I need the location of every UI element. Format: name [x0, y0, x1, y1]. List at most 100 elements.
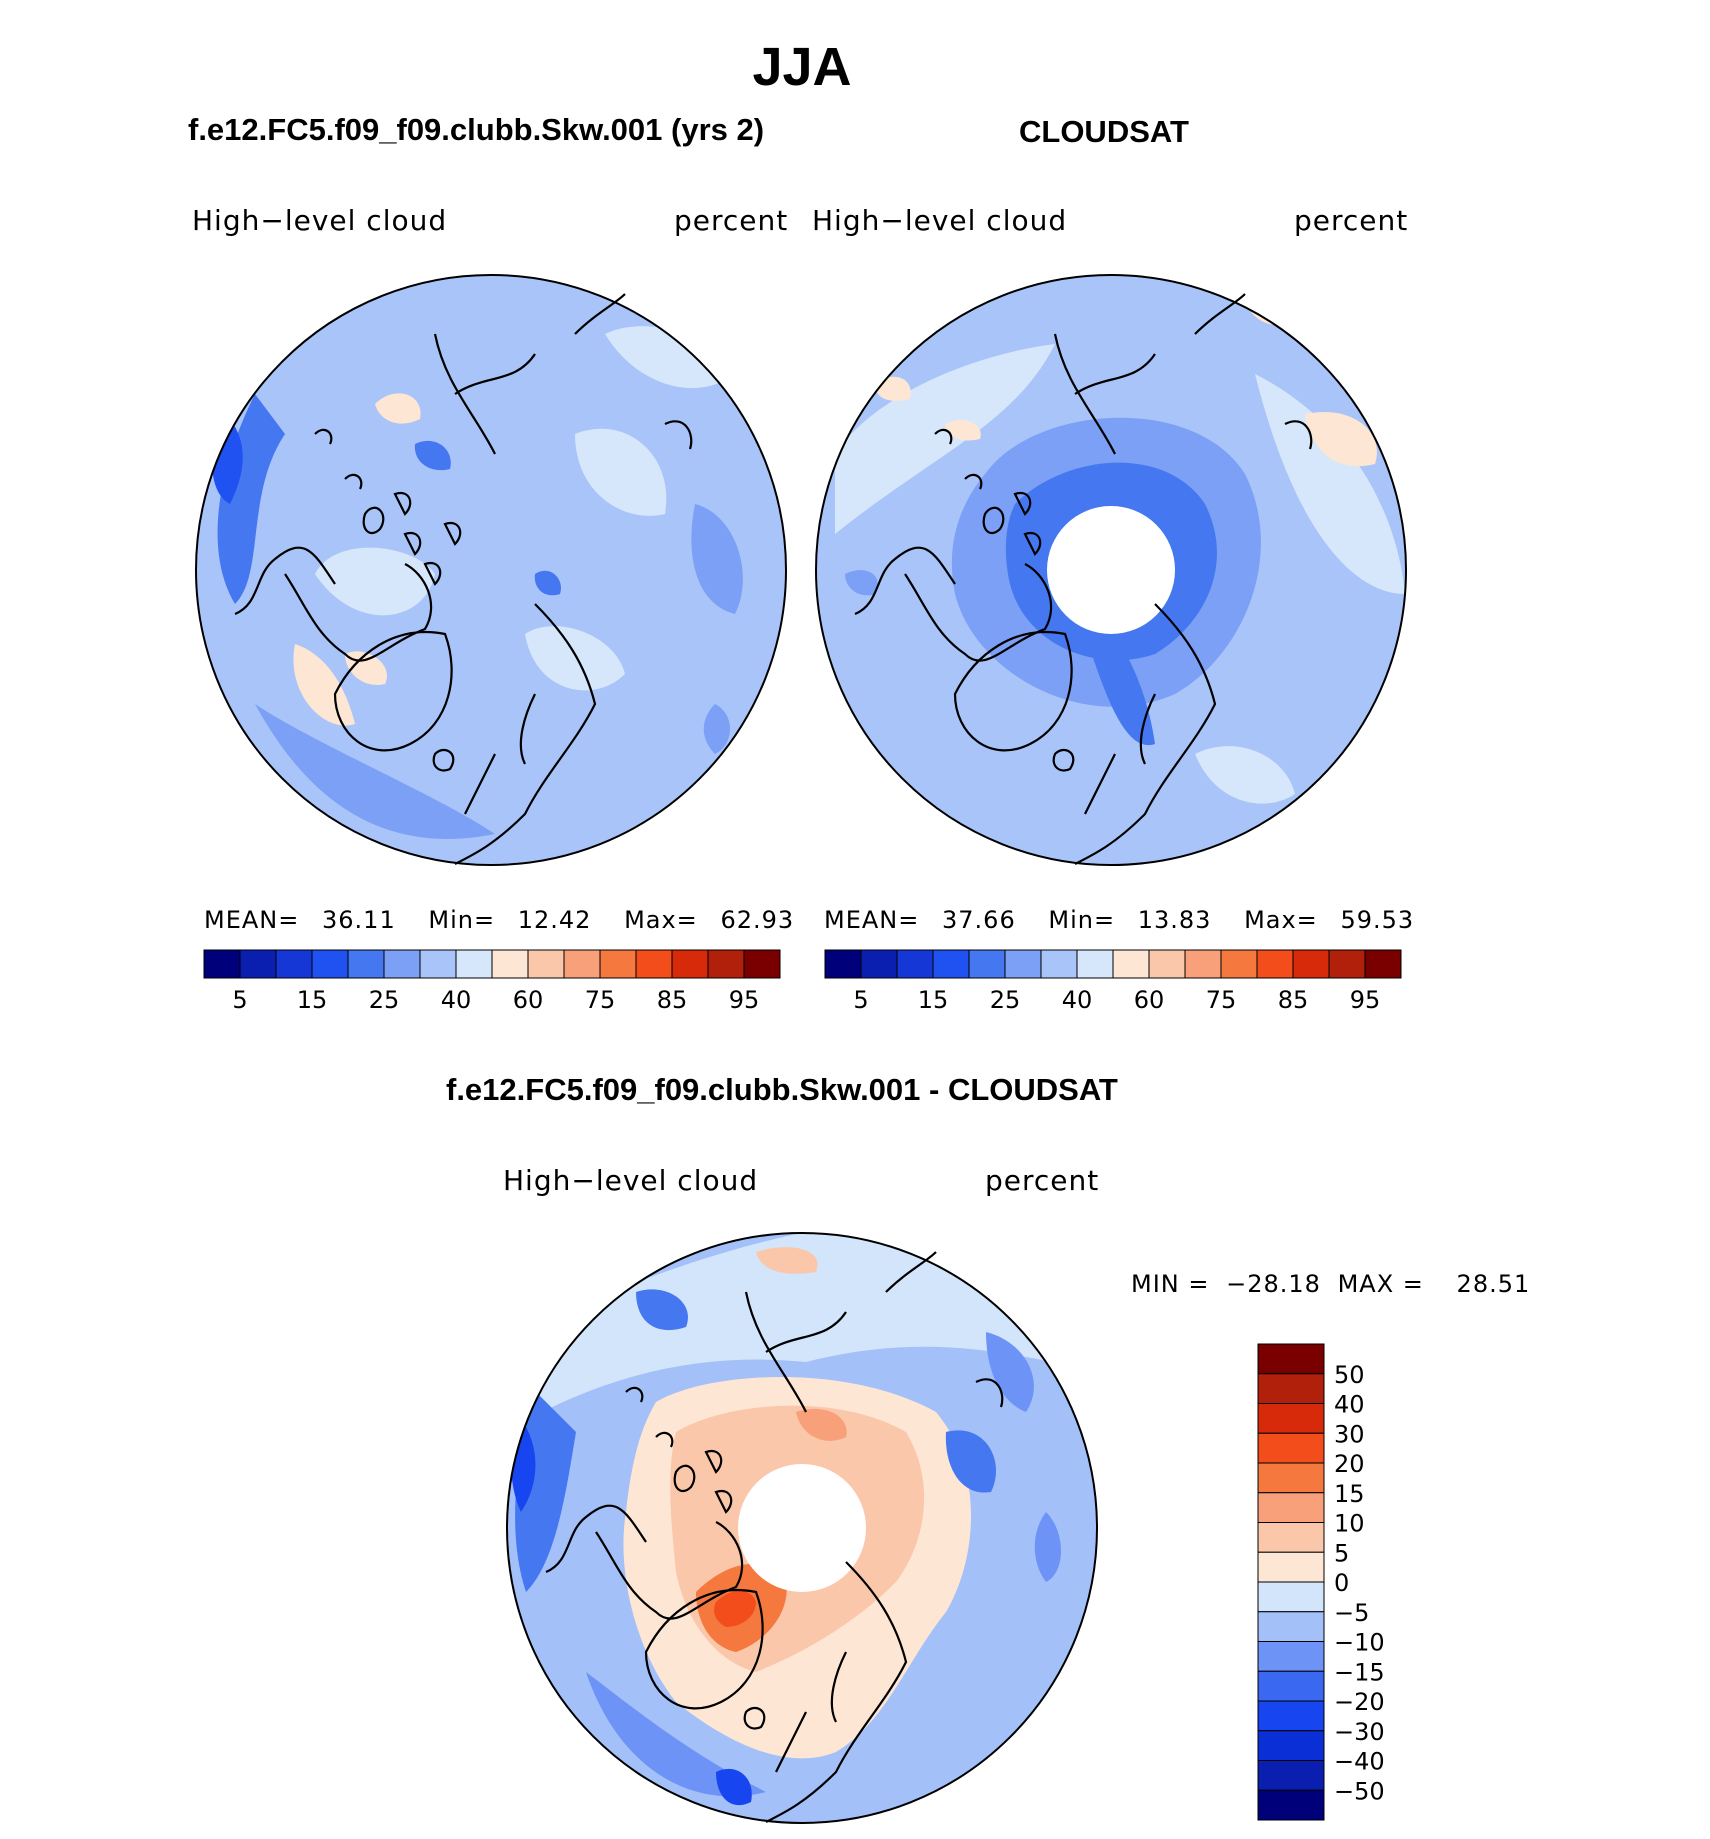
diff-colorbar-tick-label: 10	[1334, 1510, 1365, 1538]
model-cloud-map	[195, 274, 787, 866]
panel2-mean-value: 37.66	[942, 906, 1016, 934]
panel2-colorbar-tick-label: 5	[853, 986, 868, 1014]
panel2-colorbar-swatch	[1220, 949, 1258, 979]
panel1-colorbar-swatch	[563, 949, 601, 979]
panel1-min-value: 12.42	[517, 906, 592, 934]
panel1-colorbar-swatch	[239, 949, 277, 979]
panel2-colorbar-tick-label: 95	[1350, 986, 1381, 1014]
panel1-colorbar-tick-label: 15	[297, 986, 328, 1014]
diff-colorbar-tick-label: 30	[1334, 1420, 1365, 1448]
panel1-units-label: percent	[674, 204, 789, 237]
diff-colorbar-tick-label: −20	[1334, 1688, 1385, 1716]
panel1-colorbar: 5 15 25 40 60 75 85 95	[203, 949, 781, 1014]
diff-min-value: −28.18	[1226, 1270, 1321, 1298]
panel2-colorbar-swatch	[932, 949, 970, 979]
panel1-colorbar-tick-label: 5	[232, 986, 247, 1014]
panel1-colorbar-swatch	[455, 949, 493, 979]
diff-colorbar-swatch	[1257, 1522, 1325, 1553]
diff-colorbar-swatch	[1257, 1551, 1325, 1583]
panel2-variable-label: High−level cloud	[812, 204, 1068, 237]
panel1-colorbar-tick-label: 95	[729, 986, 760, 1014]
diff-colorbar-tick-label: −15	[1334, 1658, 1385, 1686]
diff-colorbar-swatch	[1257, 1730, 1325, 1761]
panel1-colorbar-swatch	[311, 949, 349, 979]
panel2-colorbar-tick-label: 40	[1062, 986, 1093, 1014]
panel2-max-value: 59.53	[1340, 906, 1415, 934]
diff-colorbar-tick-label: 0	[1334, 1569, 1349, 1597]
diff-colorbar-tick-label: −50	[1334, 1777, 1385, 1805]
panel1-colorbar-swatch	[491, 949, 529, 979]
diff-colorbar-swatch	[1257, 1760, 1325, 1791]
panel1-colorbar-swatch	[419, 949, 457, 979]
panel2-colorbar-tick-label: 25	[990, 986, 1021, 1014]
cloudsat-cloud-map	[815, 274, 1407, 866]
diff-max-value: 28.51	[1456, 1270, 1531, 1298]
panel1-max-value: 62.93	[720, 906, 795, 934]
panel1-colorbar-tick-label: 85	[657, 986, 688, 1014]
diff-colorbar-swatch	[1257, 1432, 1325, 1464]
diff-colorbar-tick-label: −10	[1334, 1629, 1385, 1657]
diff-colorbar-swatch	[1257, 1403, 1325, 1434]
panel2-colorbar-swatch	[968, 949, 1006, 979]
panel1-colorbar-tick-label: 40	[441, 986, 472, 1014]
panel2-units-label: percent	[1294, 204, 1409, 237]
panel1-colorbar-swatch	[671, 949, 709, 979]
panel1-title: f.e12.FC5.f09_f09.clubb.Skw.001 (yrs 2)	[188, 112, 765, 147]
panel1-variable-label: High−level cloud	[192, 204, 448, 237]
diff-colorbar-swatch	[1257, 1373, 1325, 1404]
panel1-colorbar-swatch	[275, 949, 313, 979]
panel2-colorbar-swatch	[1148, 949, 1186, 979]
panel2-colorbar-tick-label: 75	[1206, 986, 1237, 1014]
difference-cloud-map	[506, 1232, 1098, 1824]
diff-colorbar-swatch	[1257, 1670, 1325, 1702]
diff-colorbar-swatch	[1257, 1641, 1325, 1672]
diff-colorbar-swatch	[1257, 1611, 1325, 1642]
diff-colorbar-tick-label: 5	[1334, 1539, 1349, 1567]
diff-colorbar-tick-label: −30	[1334, 1718, 1385, 1746]
panel2-title: CLOUDSAT	[1019, 114, 1189, 149]
diff-colorbar-swatch	[1257, 1343, 1325, 1375]
panel2-colorbar-swatch	[1292, 949, 1330, 979]
panel1-colorbar-tick-label: 25	[369, 986, 400, 1014]
panel2-colorbar-swatch	[896, 949, 934, 979]
panel1-colorbar-tick-label: 75	[585, 986, 616, 1014]
panel1-colorbar-swatch	[527, 949, 565, 979]
panel1-colorbar-swatch	[743, 949, 781, 979]
diff-colorbar-swatch	[1257, 1789, 1325, 1821]
diff-colorbar-tick-label: 40	[1334, 1391, 1365, 1419]
panel2-colorbar-swatch	[1328, 949, 1366, 979]
panel2-colorbar-swatch	[1364, 949, 1402, 979]
panel1-colorbar-swatch	[707, 949, 745, 979]
panel2-colorbar-swatch	[824, 949, 862, 979]
panel2-colorbar-swatch	[1256, 949, 1294, 979]
panel1-mean-label: MEAN=	[204, 906, 300, 934]
panel1-colorbar-swatch	[347, 949, 385, 979]
panel2-colorbar: 5 15 25 40 60 75 85 95	[824, 949, 1402, 1014]
panel2-colorbar-swatch	[1004, 949, 1042, 979]
panel2-colorbar-swatch	[1040, 949, 1078, 979]
diff-colorbar-swatch	[1257, 1581, 1325, 1613]
panel1-max-label: Max=	[624, 906, 698, 934]
panel2-colorbar-swatch	[1076, 949, 1114, 979]
panel2-min-label: Min=	[1048, 906, 1116, 934]
panel2-min-value: 13.83	[1137, 906, 1212, 934]
panel2-colorbar-tick-label: 60	[1134, 986, 1165, 1014]
panel1-colorbar-swatch	[203, 949, 241, 979]
diff-colorbar-swatch	[1257, 1492, 1325, 1523]
panel2-mean-label: MEAN=	[824, 906, 920, 934]
panel2-colorbar-tick-label: 85	[1278, 986, 1309, 1014]
panel1-colorbar-swatch	[635, 949, 673, 979]
panel2-colorbar-swatch	[1112, 949, 1150, 979]
diff-colorbar-tick-label: −40	[1334, 1748, 1385, 1776]
panel2-colorbar-swatch	[860, 949, 898, 979]
panel1-mean-value: 36.11	[322, 906, 396, 934]
panel1-colorbar-swatch	[599, 949, 637, 979]
panel2-max-label: Max=	[1244, 906, 1318, 934]
panel1-min-label: Min=	[428, 906, 496, 934]
panel1-colorbar-tick-label: 60	[513, 986, 544, 1014]
diff-variable-label: High−level cloud	[503, 1164, 759, 1197]
diff-colorbar-tick-label: 20	[1334, 1450, 1365, 1478]
panel1-colorbar-swatch	[383, 949, 421, 979]
panel2-colorbar-tick-label: 15	[918, 986, 949, 1014]
